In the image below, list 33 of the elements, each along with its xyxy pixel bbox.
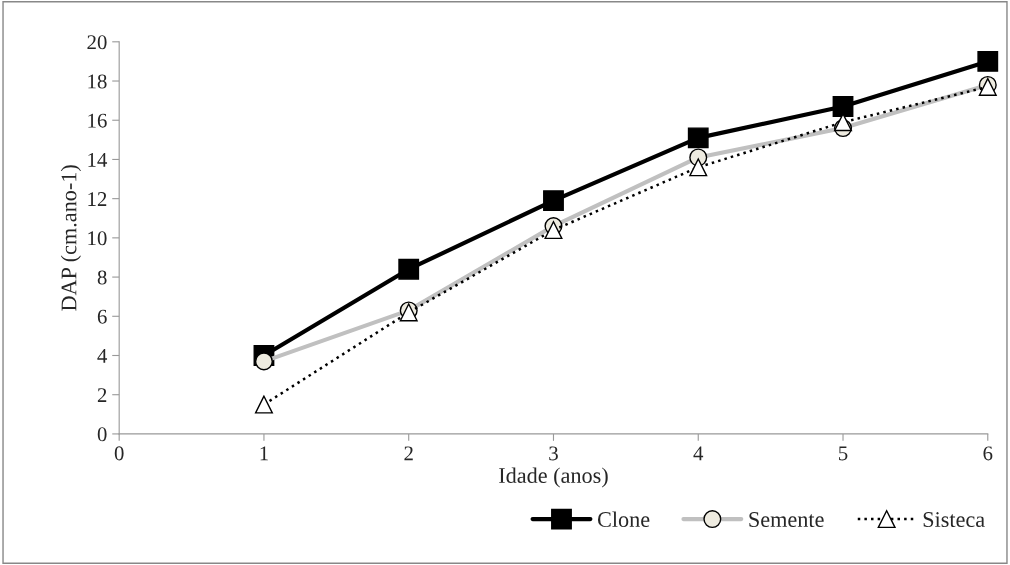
point [833,113,853,132]
y-axis-title: DAP (cm.ano-1) [60,165,81,311]
y-tick-label: 8 [97,270,107,285]
x-tick-label: 3 [549,446,558,461]
y-tick-label: 10 [88,231,107,246]
y-tick-label: 0 [97,427,107,442]
legend-label: Semente [749,512,824,528]
point [977,50,999,72]
point [689,158,708,177]
y-tick-label: 6 [97,309,107,324]
point [254,352,273,371]
y-tick-label: 14 [88,152,108,167]
x-tick-label: 6 [983,446,993,461]
x-tick-label: 4 [693,446,704,461]
point [832,96,854,117]
x-tick-label: 1 [260,446,268,461]
x-tick-label: 5 [839,446,848,461]
point [398,258,420,280]
x-axis-title: Idade (anos) [499,467,608,488]
y-tick-label: 18 [88,74,107,89]
y-tick-label: 16 [88,113,107,128]
x-tick-label: 0 [114,446,124,461]
y-tick-label: 2 [97,388,107,402]
y-tick-label: 4 [97,349,108,363]
y-tick-label: 12 [88,192,107,206]
point [543,190,564,212]
legend-label: Clone [597,511,650,528]
y-tick-label: 20 [87,35,107,50]
x-tick-label: 2 [404,446,413,461]
point [254,395,273,414]
legend-label: Sisteca [923,512,985,528]
point [687,127,709,149]
point [544,220,563,240]
